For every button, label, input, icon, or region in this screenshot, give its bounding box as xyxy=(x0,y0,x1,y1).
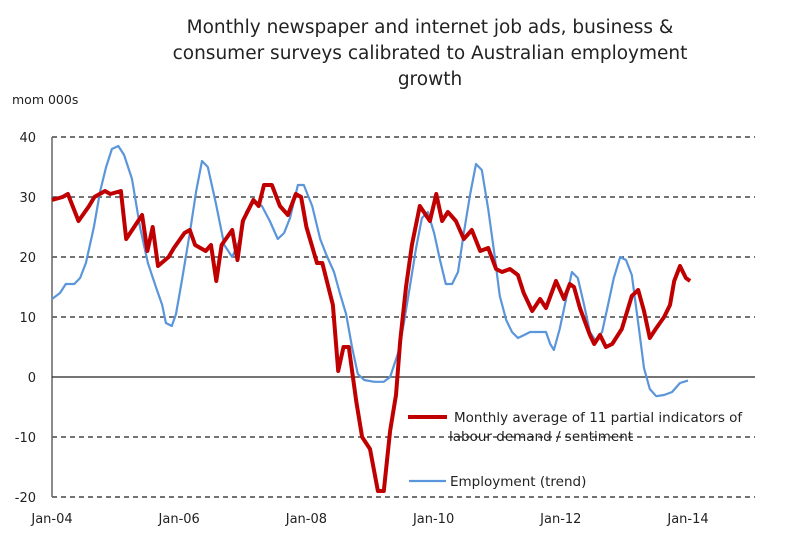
x-tick-label: Jan-04 xyxy=(30,512,72,527)
series-group xyxy=(51,144,692,493)
chart-title-line: growth xyxy=(398,69,462,90)
y-tick-label: 20 xyxy=(19,251,36,266)
legend-label-employment: Employment (trend) xyxy=(450,474,586,490)
y-tick-label: 30 xyxy=(19,191,36,206)
y-tick-label: 40 xyxy=(19,131,36,146)
legend-label-indicators: Monthly average of 11 partial indicators… xyxy=(454,410,743,426)
x-tick-label: Jan-12 xyxy=(539,512,581,527)
axes: -20 -10 0 10 20 30 40 Jan-04 Jan-06 Jan-08 Jan-10 J… xyxy=(15,131,755,527)
y-tick-label: 0 xyxy=(28,371,36,386)
legend: Monthly average of 11 partial indicators… xyxy=(408,410,743,490)
x-tick-label: Jan-08 xyxy=(285,512,327,527)
y-tick-label: -20 xyxy=(15,491,36,506)
chart-title-line: consumer surveys calibrated to Australia… xyxy=(173,43,688,64)
legend-label-indicators: labour demand / sentiment xyxy=(449,429,633,445)
x-tick-label: Jan-10 xyxy=(412,512,454,527)
x-tick-label: Jan-06 xyxy=(158,512,200,527)
chart-title-line: Monthly newspaper and internet job ads, … xyxy=(187,17,674,38)
chart-title: Monthly newspaper and internet job ads, … xyxy=(173,17,688,90)
y-axis-label: mom 000s xyxy=(12,92,78,107)
x-tick-label: Jan-14 xyxy=(666,512,708,527)
y-tick-label: -10 xyxy=(15,431,36,446)
y-tick-label: 10 xyxy=(19,311,36,326)
series-line-indicators xyxy=(51,183,692,493)
series-line-employment xyxy=(51,144,689,398)
